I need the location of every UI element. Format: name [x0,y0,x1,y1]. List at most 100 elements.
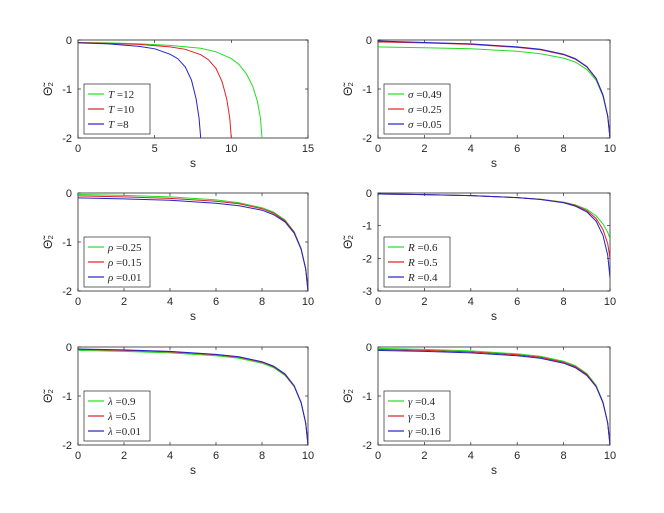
panel-middle-right: 0 2 4 6 8 10 0 -1 -2 -3 s Θ̃₂ R =0.6 R =0.5 R =0.4 [341,188,616,323]
x-tick-label: 10 [302,296,314,308]
x-tick-label: 6 [514,450,520,462]
x-tick-label: 0 [75,296,81,308]
series-line [78,42,202,138]
y-tick-label: -2 [362,253,372,265]
legend-entry: γ =0.16 [408,426,441,438]
y-tick-label: 0 [66,342,72,354]
x-tick-label: 10 [604,296,616,308]
legend-entry: T =10 [108,104,135,116]
x-tick-label: 4 [468,143,474,155]
x-tick-label: 2 [121,296,127,308]
legend-entry: λ =0.9 [107,396,136,408]
y-tick-label: -2 [362,133,372,145]
y-tick-label: -1 [362,84,372,96]
y-tick-label: -1 [362,221,372,233]
y-tick-label: -1 [362,391,372,403]
panel-bottom-left: 0 2 4 6 8 10 0 -1 -2 s Θ̃₂ λ =0.9 λ =0.5 λ =0.01 [41,342,314,477]
x-tick-label: 6 [213,450,219,462]
y-tick-label: -2 [62,440,72,452]
x-tick-label: 10 [604,143,616,155]
y-tick-label: 0 [66,188,72,200]
x-tick-label: 4 [167,296,173,308]
x-tick-label: 0 [75,143,81,155]
y-tick-label: -1 [62,391,72,403]
legend-entry: R =0.6 [407,242,438,254]
x-tick-label: 8 [561,296,567,308]
legend-entry: σ =0.25 [408,104,442,116]
legend-entry: γ =0.4 [408,396,436,408]
x-tick-label: 2 [421,296,427,308]
x-tick-label: 4 [468,296,474,308]
x-tick-label: 8 [561,450,567,462]
legend: ρ =0.25 ρ =0.15 ρ =0.01 [83,236,151,288]
x-tick-label: 0 [75,450,81,462]
y-tick-label: -2 [62,133,72,145]
legend: λ =0.9 λ =0.5 λ =0.01 [83,390,151,442]
legend-entry: R =0.4 [407,272,438,284]
legend: T =12 T =10 T =8 [83,83,151,135]
legend: R =0.6 R =0.5 R =0.4 [383,236,451,288]
legend-box [383,390,451,442]
x-tick-label: 10 [302,450,314,462]
x-tick-label: 2 [121,450,127,462]
x-axis-label: s [491,156,497,170]
y-axis-label: Θ̃₂ [341,389,355,403]
x-tick-label: 5 [152,143,158,155]
x-tick-label: 2 [421,143,427,155]
series-line [78,348,308,445]
x-tick-label: 6 [213,296,219,308]
y-tick-label: 0 [366,342,372,354]
y-axis-label: Θ̃₂ [341,235,355,249]
legend-entry: T =8 [108,119,129,131]
y-tick-label: 0 [366,188,372,200]
legend-entry: λ =0.01 [107,426,141,438]
y-tick-label: -1 [62,84,72,96]
x-tick-label: 8 [259,296,265,308]
legend: σ =0.49 σ =0.25 σ =0.05 [383,83,451,135]
legend-entry: T =12 [108,89,134,101]
x-tick-label: 8 [259,450,265,462]
x-tick-label: 0 [375,296,381,308]
y-tick-label: -2 [362,440,372,452]
panel-middle-left: 0 2 4 6 8 10 0 -1 -2 s Θ̃₂ ρ =0.25 ρ =0.15 ρ =0.01 [41,188,314,323]
legend-entry: R =0.5 [407,257,438,269]
legend-entry: γ =0.3 [408,411,436,423]
x-axis-label: s [491,463,497,477]
x-tick-label: 2 [421,450,427,462]
x-tick-label: 4 [468,450,474,462]
x-axis-label: s [190,309,196,323]
legend-entry: ρ =0.15 [107,257,142,269]
y-tick-label: -2 [62,286,72,298]
panel-bottom-right: 0 2 4 6 8 10 0 -1 -2 s Θ̃₂ γ =0.4 γ =0.3 γ =0.16 [341,342,616,477]
x-axis-label: s [190,463,196,477]
series-line [378,193,610,278]
x-axis-label: s [190,156,196,170]
x-tick-label: 8 [561,143,567,155]
x-axis-label: s [491,309,497,323]
x-tick-label: 6 [514,143,520,155]
legend-entry: σ =0.49 [408,89,442,101]
x-tick-label: 15 [302,143,314,155]
y-axis-label: Θ̃₂ [41,82,55,96]
x-tick-label: 10 [225,143,237,155]
y-tick-label: -1 [62,237,72,249]
y-tick-label: -3 [362,286,372,298]
y-axis-label: Θ̃₂ [41,235,55,249]
panel-top-left: 0 5 10 15 0 -1 -2 s Θ̃₂ T =12 T =10 T =8 [41,35,314,170]
x-tick-label: 6 [514,296,520,308]
y-tick-label: 0 [366,35,372,47]
panel-top-right: 0 2 4 6 8 10 0 -1 -2 s Θ̃₂ σ =0.49 σ =0.25 σ =0.05 [341,35,616,170]
legend-entry: ρ =0.25 [107,242,142,254]
legend-entry: λ =0.5 [107,411,136,423]
legend-entry: ρ =0.01 [107,272,142,284]
x-tick-label: 10 [604,450,616,462]
series-line [378,40,610,138]
y-tick-label: 0 [66,35,72,47]
series-line [78,42,232,138]
y-axis-label: Θ̃₂ [41,389,55,403]
y-axis-label: Θ̃₂ [341,82,355,96]
legend: γ =0.4 γ =0.3 γ =0.16 [383,390,451,442]
series-line [378,349,610,445]
x-tick-label: 0 [375,450,381,462]
